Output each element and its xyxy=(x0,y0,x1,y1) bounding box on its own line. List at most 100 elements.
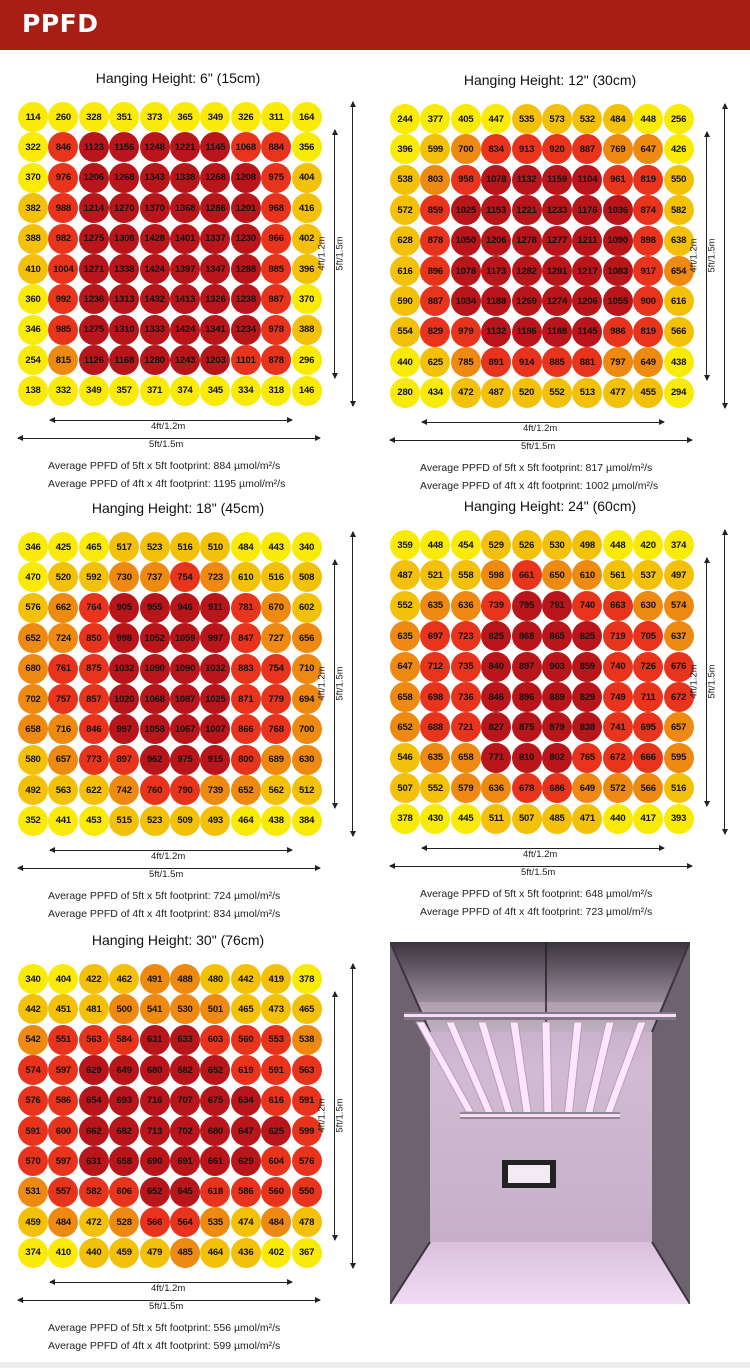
ppfd-cell: 537 xyxy=(633,560,664,591)
ppfd-cell: 531 xyxy=(18,1176,48,1207)
ppfd-cell: 645 xyxy=(170,1176,200,1207)
ppfd-cell: 404 xyxy=(291,162,322,193)
arrow-down-icon xyxy=(721,402,728,409)
ppfd-cell: 917 xyxy=(633,256,664,286)
ppfd-cell: 629 xyxy=(230,1146,261,1177)
ppfd-cell: 538 xyxy=(390,164,420,195)
ppfd-cell: 1401 xyxy=(170,223,200,254)
ppfd-cell: 438 xyxy=(663,347,694,378)
ppfd-cell: 477 xyxy=(602,377,633,408)
ppfd-cell: 1188 xyxy=(481,286,512,317)
ppfd-cell: 1275 xyxy=(78,223,109,254)
ppfd-cell: 566 xyxy=(663,316,694,347)
page-title: PPFD xyxy=(22,9,99,38)
ppfd-cell: 976 xyxy=(48,162,79,193)
ppfd-cell: 769 xyxy=(602,134,633,165)
ppfd-cell: 962 xyxy=(139,744,170,775)
ppfd-cell: 802 xyxy=(542,742,572,773)
ppfd-cell: 658 xyxy=(18,714,48,745)
ppfd-cell: 1078 xyxy=(481,164,512,195)
ppfd-cell: 1058 xyxy=(139,714,170,745)
ppfd-cell: 294 xyxy=(663,377,694,408)
ppfd-cell: 652 xyxy=(18,623,48,654)
ppfd-cell: 838 xyxy=(572,712,603,743)
arrow-up-icon xyxy=(349,531,356,537)
dimension-line xyxy=(422,421,664,423)
ppfd-cell: 658 xyxy=(450,742,481,773)
ppfd-cell: 680 xyxy=(200,1116,231,1146)
ppfd-cell: 484 xyxy=(602,104,633,134)
ppfd-cell: 1286 xyxy=(200,193,231,224)
ppfd-cell: 1428 xyxy=(139,223,170,254)
arrow-left-icon xyxy=(49,1279,55,1286)
ppfd-cell: 352 xyxy=(18,805,48,836)
ppfd-cell: 985 xyxy=(261,254,292,284)
ppfd-cell: 492 xyxy=(18,775,48,806)
ppfd-cell: 850 xyxy=(78,623,109,654)
ppfd-cell: 349 xyxy=(78,375,109,406)
ppfd-cell: 146 xyxy=(291,375,322,406)
dimension-label: 5ft/1.5m xyxy=(706,664,718,699)
dimension-label: 5ft/1.5m xyxy=(149,868,184,880)
average-ppfd-4ft: Average PPFD of 4ft x 4ft footprint: 834… xyxy=(48,907,281,920)
ppfd-cell: 1243 xyxy=(170,345,200,376)
arrow-down-icon xyxy=(721,828,728,835)
ppfd-cell: 445 xyxy=(450,803,481,834)
ppfd-cell: 296 xyxy=(291,345,322,376)
ppfd-cell: 453 xyxy=(78,805,109,836)
ppfd-cell: 501 xyxy=(200,994,231,1025)
ppfd-cell: 680 xyxy=(139,1055,170,1086)
ppfd-cell: 546 xyxy=(390,742,420,773)
ppfd-cell: 554 xyxy=(390,316,420,347)
ppfd-cell: 1145 xyxy=(572,316,603,347)
ppfd-cell: 859 xyxy=(572,651,603,682)
ppfd-cell: 1067 xyxy=(170,714,200,745)
ppfd-cell: 471 xyxy=(572,803,603,834)
ppfd-cell: 871 xyxy=(230,684,261,714)
dimension-line xyxy=(334,560,335,808)
ppfd-cell: 897 xyxy=(109,744,140,775)
ppfd-cell: 481 xyxy=(78,994,109,1025)
dimension-label: 5ft/1.5m xyxy=(334,1098,346,1133)
ppfd-cell: 721 xyxy=(450,712,481,743)
ppfd-cell: 905 xyxy=(109,592,140,623)
ppfd-cell: 819 xyxy=(633,316,664,347)
ppfd-cell: 595 xyxy=(663,742,694,773)
ppfd-cell: 998 xyxy=(109,623,140,654)
dimension-line xyxy=(390,865,692,867)
ppfd-cell: 881 xyxy=(572,347,603,378)
ppfd-cell: 493 xyxy=(200,805,231,836)
ppfd-cell: 678 xyxy=(511,773,542,804)
ppfd-cell: 1004 xyxy=(48,254,79,284)
ppfd-cell: 891 xyxy=(481,347,512,378)
dimension-line xyxy=(352,964,353,1268)
ppfd-cell: 878 xyxy=(261,345,292,376)
ppfd-cell: 164 xyxy=(291,102,322,132)
ppfd-cell: 328 xyxy=(78,102,109,132)
grow-tent-photo xyxy=(390,942,690,1304)
ppfd-cell: 740 xyxy=(572,590,603,621)
panel-title: Hanging Height: 24" (60cm) xyxy=(463,498,637,514)
ppfd-cell: 682 xyxy=(109,1116,140,1146)
ppfd-cell: 509 xyxy=(170,805,200,836)
ppfd-cell: 764 xyxy=(78,592,109,623)
ppfd-cell: 553 xyxy=(261,1024,292,1055)
dimension-line xyxy=(334,992,335,1240)
ppfd-cell: 326 xyxy=(230,102,261,132)
ppfd-cell: 635 xyxy=(420,742,451,773)
ppfd-cell: 582 xyxy=(78,1176,109,1207)
ppfd-cell: 680 xyxy=(18,653,48,684)
arrow-up-icon xyxy=(331,129,338,135)
ppfd-cell: 713 xyxy=(139,1116,170,1146)
ppfd-cell: 599 xyxy=(420,134,451,165)
ppfd-cell: 629 xyxy=(78,1055,109,1086)
ppfd-cell: 1132 xyxy=(511,164,542,195)
arrow-left-icon xyxy=(389,437,395,444)
ppfd-cell: 1153 xyxy=(481,195,512,226)
ppfd-cell: 576 xyxy=(18,592,48,623)
ppfd-cell: 356 xyxy=(291,132,322,163)
ppfd-cell: 705 xyxy=(633,621,664,652)
dimension-line xyxy=(724,104,725,408)
ppfd-cell: 558 xyxy=(450,560,481,591)
ppfd-cell: 474 xyxy=(230,1207,261,1238)
